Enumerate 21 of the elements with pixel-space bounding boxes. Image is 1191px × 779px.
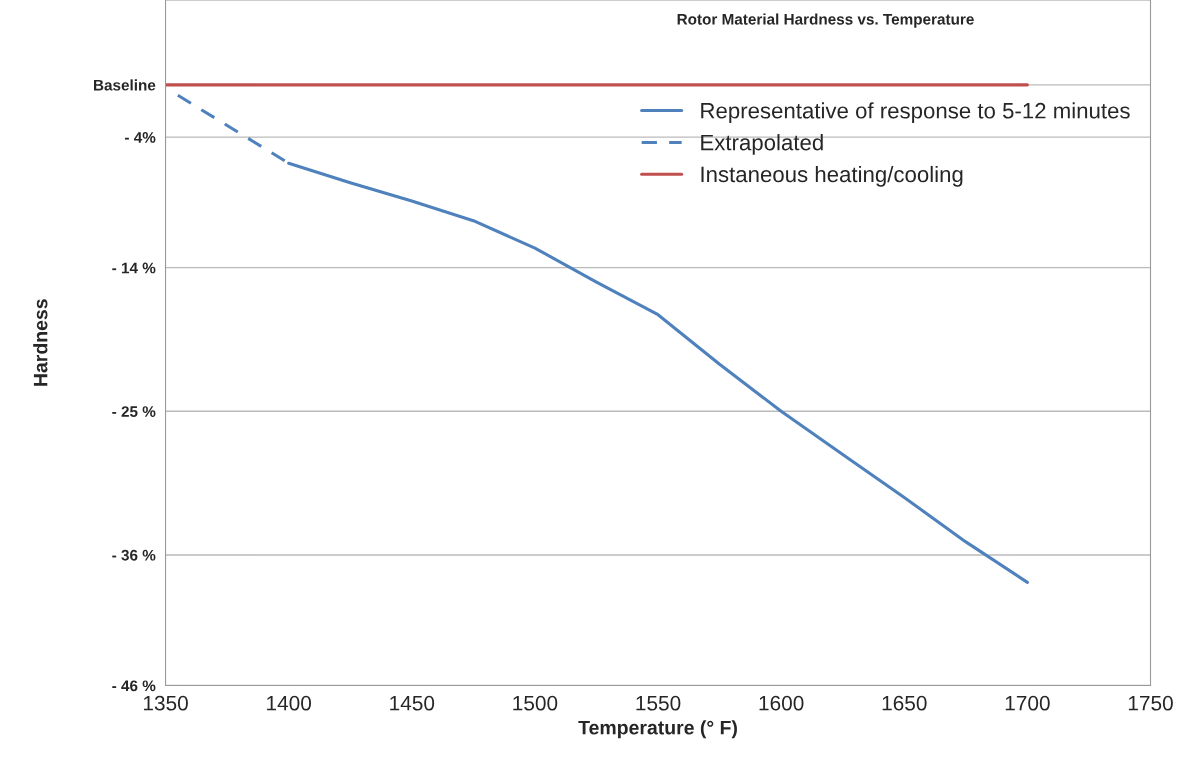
- x-tick-label: 1600: [759, 695, 804, 711]
- y-tick-label: - 14 %: [112, 262, 156, 274]
- x-tick-label: 1450: [390, 695, 435, 711]
- y-tick-label: - 46 %: [112, 680, 156, 692]
- x-tick-label: 1750: [1128, 695, 1173, 711]
- legend-label: Extrapolated: [701, 134, 823, 155]
- y-tick-label: - 36 %: [112, 549, 156, 561]
- x-tick-label: 1500: [513, 695, 558, 711]
- x-tick-label: 1400: [267, 695, 312, 711]
- y-tick-label: Baseline: [94, 79, 156, 91]
- x-axis-title: Temperature (° F): [578, 720, 737, 739]
- legend-label: Instaneous heating/cooling: [701, 165, 963, 187]
- y-tick-label: - 25 %: [112, 406, 156, 417]
- y-tick-label: - 4%: [125, 132, 156, 143]
- text: Rotor Material Hardness vs. Temperature: [677, 13, 974, 28]
- x-tick-label: 1550: [636, 695, 681, 711]
- legend-label: Representative of response to 5-12 minutes: [701, 102, 1130, 123]
- x-tick-label: 1700: [1005, 695, 1050, 711]
- x-tick-label: 1350: [143, 695, 188, 711]
- y-axis-title: Hardness: [33, 299, 48, 386]
- x-tick-label: 1650: [882, 695, 927, 711]
